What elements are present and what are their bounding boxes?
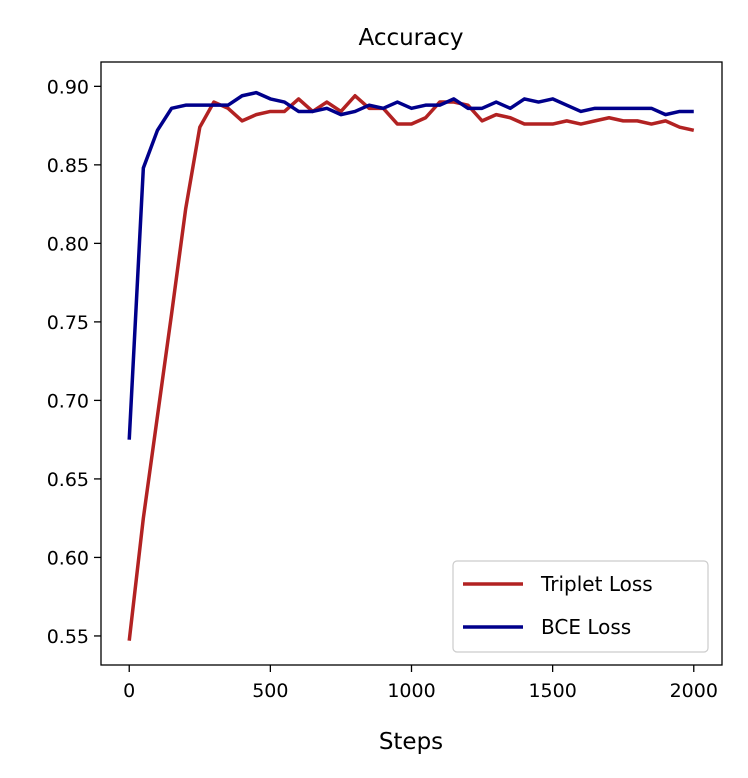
plot-frame — [100, 61, 723, 666]
legend: Triplet Loss BCE Loss — [452, 560, 709, 653]
legend-label-triplet-loss: Triplet Loss — [540, 572, 653, 596]
chart-title: Accuracy — [358, 25, 463, 51]
y-tick-label: 0.70 — [47, 390, 89, 412]
y-tick-label: 0.85 — [47, 155, 89, 177]
y-tick-label: 0.90 — [47, 76, 89, 98]
plot-lines — [127, 90, 695, 641]
y-tick-label: 0.60 — [47, 547, 89, 569]
y-tick-label: 0.75 — [47, 312, 89, 334]
y-axis-ticks: 0.55 0.60 0.65 0.70 0.75 0.80 0.85 0.90 — [47, 76, 101, 648]
x-tick-label: 0 — [123, 680, 135, 702]
y-tick-label: 0.55 — [47, 626, 89, 648]
x-tick-label: 2000 — [670, 680, 718, 702]
x-tick-label: 1500 — [528, 680, 576, 702]
x-tick-label: 1000 — [387, 680, 435, 702]
series-line-bce-loss — [127, 90, 694, 440]
x-axis-ticks: 0 500 1000 1500 2000 — [123, 665, 718, 702]
y-tick-label: 0.80 — [47, 233, 89, 255]
x-axis-label: Steps — [379, 729, 443, 755]
x-tick-label: 500 — [252, 680, 288, 702]
y-tick-label: 0.65 — [47, 469, 89, 491]
legend-label-bce-loss: BCE Loss — [541, 615, 631, 639]
series-line-triplet-loss — [127, 94, 695, 641]
